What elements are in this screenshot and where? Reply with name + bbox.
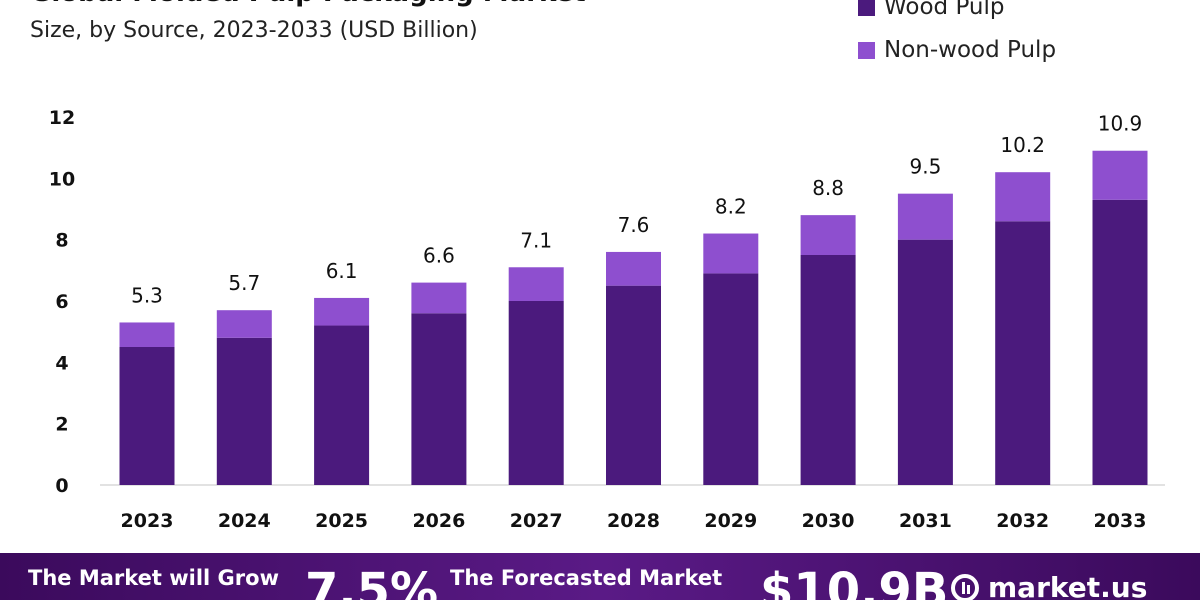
bar-non-wood-pulp	[995, 172, 1051, 222]
bar-wood-pulp	[606, 285, 661, 485]
bar-wood-pulp	[703, 273, 759, 485]
bar-total-label: 10.9	[1098, 112, 1143, 136]
bar-wood-pulp	[411, 313, 467, 485]
bar-non-wood-pulp	[314, 297, 370, 326]
bar-total-label: 5.7	[228, 271, 260, 295]
brand-name: market.us	[988, 571, 1148, 600]
y-tick-label: 10	[49, 168, 75, 190]
y-tick-label: 6	[55, 291, 68, 313]
y-tick-label: 4	[55, 352, 68, 374]
bar-total-label: 7.6	[618, 213, 650, 237]
bar-non-wood-pulp	[411, 282, 467, 314]
x-tick-label: 2024	[218, 510, 271, 532]
brand-logo[interactable]: market.us	[950, 571, 1147, 600]
x-tick-label: 2023	[121, 510, 174, 532]
bar-wood-pulp	[216, 337, 272, 485]
y-tick-label: 0	[55, 475, 68, 497]
legend-swatch-non-wood-pulp	[858, 41, 875, 59]
bar-total-label: 5.3	[131, 283, 163, 307]
bar-non-wood-pulp	[1092, 150, 1148, 200]
bar-total-label: 7.1	[520, 228, 552, 252]
bar-total-label: 6.6	[423, 244, 455, 268]
bar-total-label: 9.5	[909, 155, 941, 179]
footer-cagr-value: 7.5%	[305, 563, 439, 600]
bar-chart: 0 2 4 6 8 10 12 5.3 2023 5.7 2024 6.1 2025 6.6 2026 7.1…	[49, 107, 1165, 532]
bar-non-wood-pulp	[897, 193, 953, 240]
bar-total-label: 8.8	[812, 176, 844, 200]
legend-item-non-wood-pulp: Non-wood Pulp	[858, 37, 1056, 63]
footer-banner: The Market will Grow 7.5% The Forecasted…	[0, 553, 1200, 600]
chart-subtitle: Size, by Source, 2023-2033 (USD Billion)	[30, 18, 478, 43]
x-tick-label: 2028	[607, 510, 660, 532]
footer-forecast-value: $10.9B	[760, 563, 949, 600]
y-tick-label: 8	[55, 230, 68, 252]
x-tick-label: 2025	[315, 510, 368, 532]
chart-title: Global Molded Pulp Packaging Market	[30, 0, 586, 8]
legend-item-wood-pulp: Wood Pulp	[858, 0, 1004, 20]
bar-total-label: 8.2	[715, 195, 747, 219]
bar-total-label: 6.1	[326, 259, 358, 283]
legend-label-wood-pulp: Wood Pulp	[884, 0, 1005, 20]
bar-total-label: 10.2	[1000, 133, 1045, 157]
bar-non-wood-pulp	[216, 310, 272, 338]
bar-wood-pulp	[314, 325, 370, 485]
x-tick-label: 2026	[412, 510, 465, 532]
bar-wood-pulp	[508, 301, 564, 485]
bar-wood-pulp	[800, 255, 856, 485]
market-logo-icon	[951, 573, 979, 600]
bar-non-wood-pulp	[703, 233, 759, 274]
bar-wood-pulp	[897, 239, 953, 485]
x-tick-label: 2032	[996, 510, 1049, 532]
bar-wood-pulp	[1092, 199, 1148, 486]
x-tick-label: 2030	[802, 510, 855, 532]
bar-non-wood-pulp	[800, 215, 856, 255]
footer-grow-text: The Market will Grow	[28, 566, 279, 590]
x-tick-label: 2031	[899, 510, 952, 532]
footer-forecast-text: The Forecasted Market	[450, 566, 723, 590]
bar-wood-pulp	[119, 347, 175, 485]
legend-swatch-wood-pulp	[858, 0, 875, 16]
y-tick-label: 12	[49, 107, 75, 129]
y-tick-label: 2	[55, 414, 68, 436]
bar-non-wood-pulp	[606, 251, 661, 286]
x-tick-label: 2027	[510, 510, 563, 532]
bar-non-wood-pulp	[119, 322, 175, 347]
x-tick-label: 2029	[704, 510, 757, 532]
x-tick-label: 2033	[1094, 510, 1147, 532]
bar-wood-pulp	[995, 221, 1051, 485]
bar-non-wood-pulp	[508, 267, 564, 301]
legend-label-non-wood-pulp: Non-wood Pulp	[884, 37, 1057, 63]
